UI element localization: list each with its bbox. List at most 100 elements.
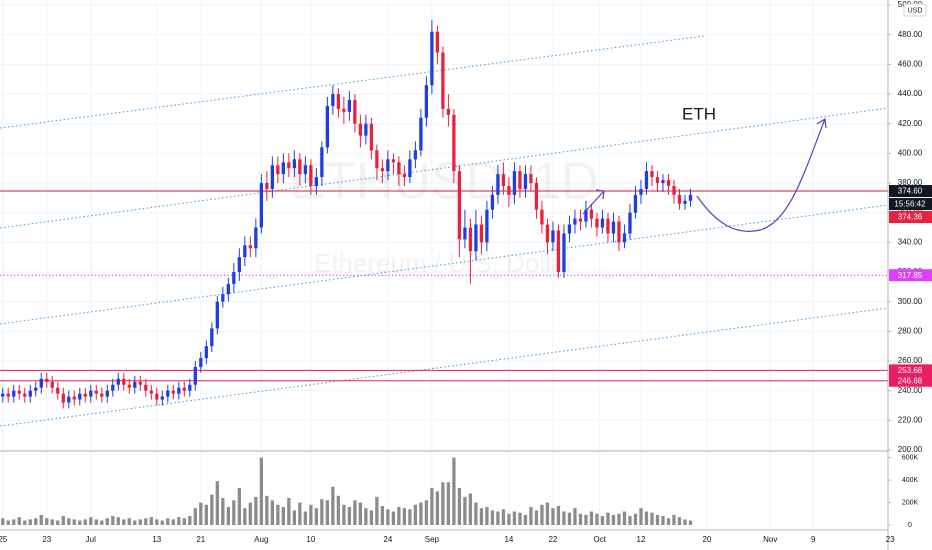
volume-bar <box>633 513 638 525</box>
volume-bar <box>72 519 76 525</box>
candle-body <box>452 114 456 172</box>
volume-bar <box>204 504 208 525</box>
candle-body <box>67 396 71 403</box>
candle-body <box>512 171 517 195</box>
volume-bar <box>78 520 82 525</box>
candle-body <box>122 378 126 385</box>
candle-body <box>523 174 528 189</box>
channel-lines <box>0 35 889 427</box>
x-tick-label: 9 <box>811 535 816 544</box>
candle-body <box>39 378 43 388</box>
volume-bar <box>386 509 390 525</box>
y-tick-label: 460.00 <box>898 59 923 68</box>
volume-bar <box>122 519 126 525</box>
volume-bar <box>589 511 594 525</box>
candle-body <box>149 390 153 394</box>
candle-body <box>589 209 594 219</box>
volume-bar <box>111 516 115 525</box>
candle-body <box>600 218 605 228</box>
candle-body <box>551 230 555 243</box>
candle-body <box>210 328 214 347</box>
volume-bar <box>644 511 649 525</box>
volume-bar <box>248 502 252 525</box>
volume-bar <box>573 508 577 525</box>
volume-bar <box>446 482 451 525</box>
candle-body <box>380 168 385 172</box>
volume-bar <box>600 516 605 525</box>
candle-body <box>94 390 98 394</box>
candle-body <box>468 227 473 252</box>
volume-bar <box>56 520 60 525</box>
candle-body <box>650 171 654 178</box>
candle-body <box>644 171 649 189</box>
candle-body <box>155 393 159 400</box>
volume-bar <box>155 519 159 525</box>
candle-body <box>666 180 671 186</box>
projection-arrows <box>582 117 827 232</box>
volume-bar <box>331 486 335 525</box>
x-tick-label: 14 <box>504 535 513 544</box>
volume-bar <box>463 496 467 525</box>
countdown-box <box>889 198 932 211</box>
volume-bar <box>639 508 643 525</box>
volume-bar <box>490 510 495 525</box>
candle-body <box>611 221 616 234</box>
candle-body <box>683 200 687 204</box>
x-tick-label: 10 <box>306 535 315 544</box>
volume-bar <box>424 500 429 525</box>
volume-bar <box>419 502 423 525</box>
x-tick-label: Nov <box>763 535 777 544</box>
volume-bar <box>23 520 27 525</box>
volume-bar <box>595 513 599 525</box>
candle-body <box>474 224 478 252</box>
volume-bar <box>452 457 456 525</box>
candle-body <box>391 159 396 163</box>
candle-body <box>540 209 544 225</box>
candle-body <box>45 378 49 382</box>
candle-body <box>78 393 82 400</box>
candle-body <box>127 384 131 388</box>
volume-bar <box>369 510 374 525</box>
volume-bar <box>210 494 214 525</box>
volume-bar <box>265 495 269 525</box>
candle-body <box>617 221 621 243</box>
volume-bar <box>39 514 43 525</box>
volume-bar <box>545 502 550 525</box>
volume-bar <box>298 502 302 525</box>
candle-body <box>529 174 533 184</box>
volume-bar <box>353 500 357 525</box>
candle-body <box>578 218 583 222</box>
candle-body <box>182 387 186 391</box>
candle-body <box>419 117 423 151</box>
volume-bar <box>292 510 296 525</box>
volume-bar <box>94 519 98 525</box>
candle-body <box>17 390 21 394</box>
price-label-box <box>889 185 932 198</box>
arrow-head <box>816 117 827 129</box>
candle-body <box>562 233 566 273</box>
volume-bar <box>221 498 225 525</box>
volume-bar <box>182 518 186 525</box>
x-tick-label: Oct <box>593 535 606 544</box>
y-tick-label: 340.00 <box>898 237 923 246</box>
candle-body <box>479 224 484 243</box>
candle-body <box>111 384 115 391</box>
volume-bar <box>391 511 396 525</box>
candle-body <box>534 183 539 210</box>
volume-bar <box>1 518 5 525</box>
candle-body <box>325 105 330 148</box>
volume-bar <box>501 509 506 525</box>
candle-body <box>138 381 142 385</box>
candle-body <box>72 396 76 400</box>
volume-bar <box>567 512 572 525</box>
volume-bar <box>611 514 616 525</box>
volume-bar <box>171 519 175 525</box>
candle-body <box>61 393 65 403</box>
watermark-subtitle: Ethereum / U.S. Dollar <box>314 248 574 278</box>
volume-bar <box>89 517 93 525</box>
candle-body <box>441 52 445 109</box>
candle-body <box>298 159 302 175</box>
candle-body <box>584 209 588 222</box>
volume-bar <box>105 518 109 525</box>
